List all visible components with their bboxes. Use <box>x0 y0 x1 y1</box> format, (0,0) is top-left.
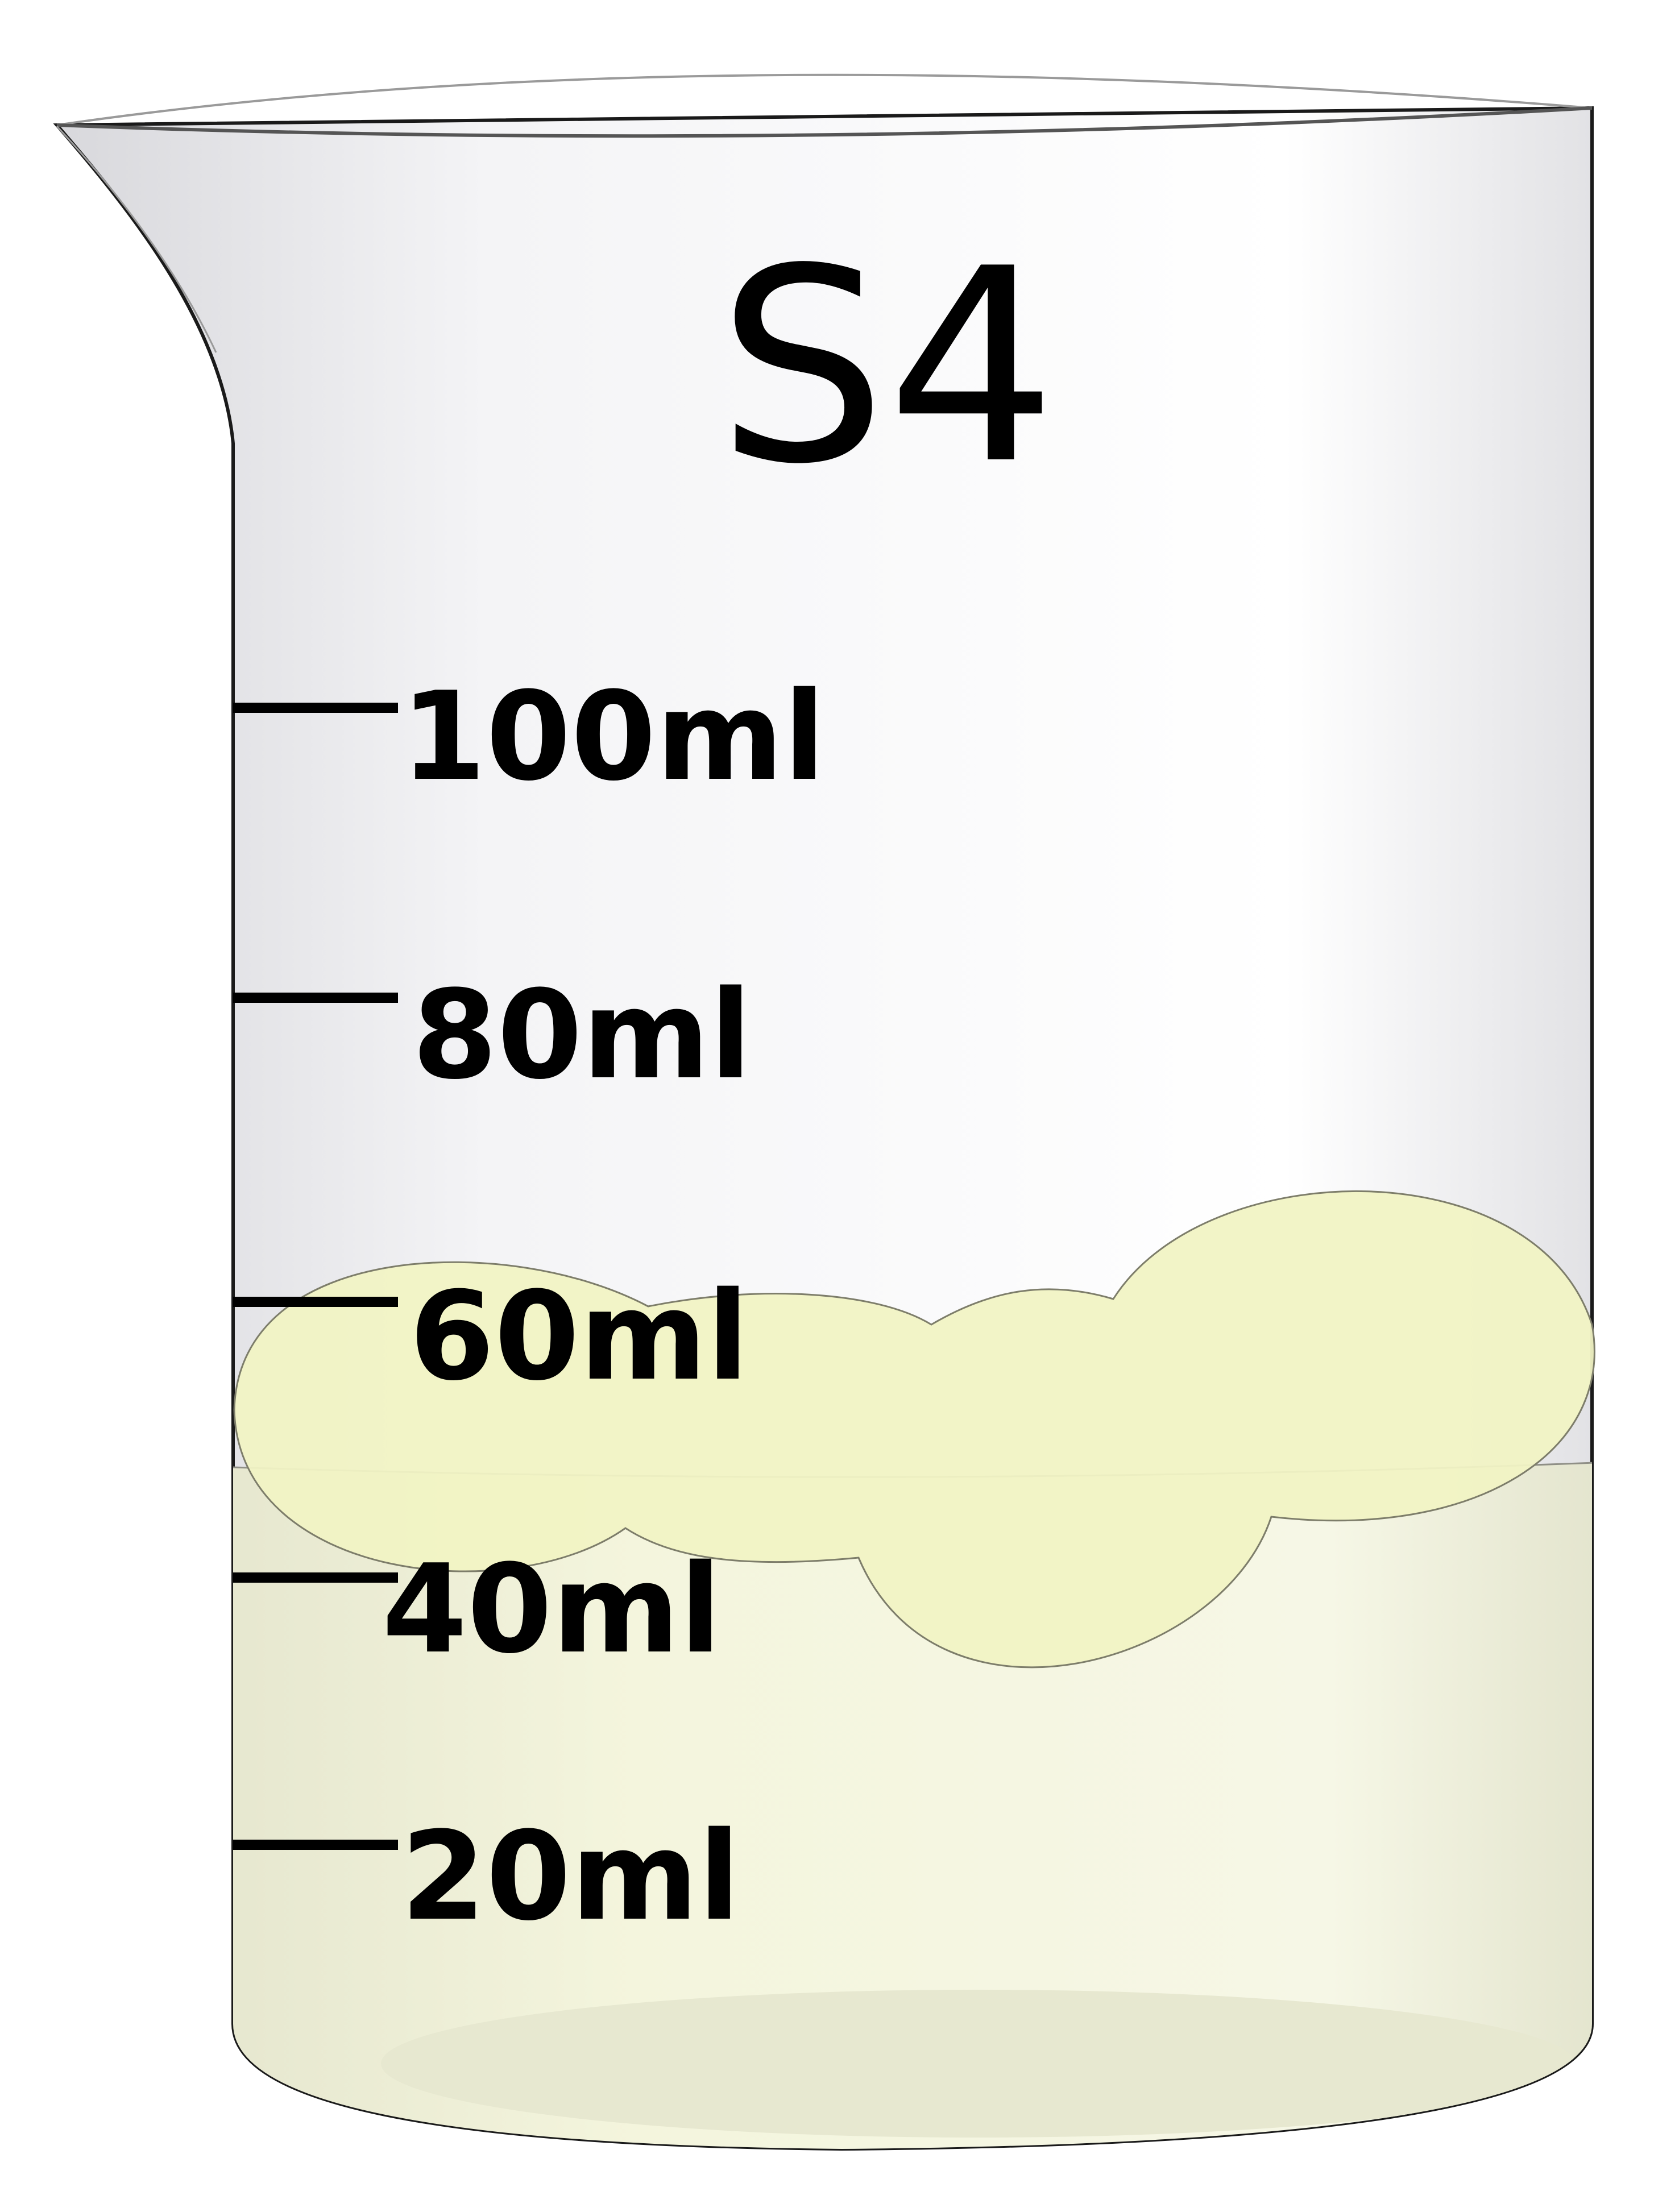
graduation-label-80ml: 80ml <box>412 964 752 1106</box>
graduation-label-100ml: 100ml <box>401 665 826 808</box>
graduation-label-60ml: 60ml <box>409 1265 749 1408</box>
graduation-labels: 100ml 80ml 60ml 40ml 20ml <box>382 665 826 1948</box>
beaker-label: S4 <box>717 211 1056 522</box>
graduation-ticks <box>233 703 398 1850</box>
graduation-label-40ml: 40ml <box>382 1538 722 1680</box>
foam-bubbles <box>233 1190 1595 1669</box>
graduation-label-20ml: 20ml <box>401 1805 740 1948</box>
beaker-spout-inner <box>56 125 217 353</box>
beaker-rim-back <box>56 73 1593 126</box>
beaker-rim-front <box>56 106 1593 138</box>
beaker-bottom-shadow <box>381 1990 1575 2138</box>
